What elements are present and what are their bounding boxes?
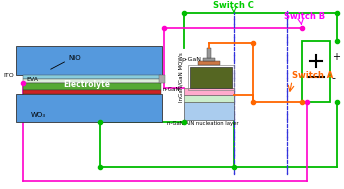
Text: NiO: NiO bbox=[68, 55, 80, 61]
Bar bbox=[23, 83, 161, 90]
Bar bbox=[23, 90, 161, 94]
Text: +: + bbox=[332, 52, 340, 62]
Text: Electrolyte: Electrolyte bbox=[63, 80, 110, 89]
Text: -: - bbox=[332, 73, 336, 83]
Bar bbox=[184, 95, 234, 102]
Bar bbox=[184, 102, 234, 120]
Bar bbox=[302, 41, 330, 102]
Bar bbox=[23, 75, 161, 79]
Bar bbox=[159, 75, 165, 83]
Bar bbox=[23, 79, 161, 83]
Text: p-GaN: p-GaN bbox=[182, 57, 202, 62]
Bar bbox=[203, 58, 215, 61]
Text: EVA: EVA bbox=[26, 77, 39, 82]
Text: Switch C: Switch C bbox=[213, 1, 254, 10]
Bar bbox=[191, 67, 232, 88]
Bar bbox=[15, 94, 162, 122]
Bar bbox=[184, 88, 234, 95]
Text: ITO: ITO bbox=[4, 73, 14, 78]
Text: InGaN/GaN MQWs: InGaN/GaN MQWs bbox=[178, 53, 183, 102]
Bar bbox=[15, 46, 162, 75]
Text: Switch B: Switch B bbox=[284, 12, 325, 21]
Text: WO₃: WO₃ bbox=[31, 112, 45, 118]
Text: n-GaN: n-GaN bbox=[163, 87, 181, 92]
Bar bbox=[189, 65, 234, 90]
Bar bbox=[198, 61, 220, 65]
Text: Switch A: Switch A bbox=[292, 71, 333, 80]
Text: n-GaN AlN nucleation layer: n-GaN AlN nucleation layer bbox=[168, 121, 239, 126]
Bar bbox=[207, 48, 211, 58]
